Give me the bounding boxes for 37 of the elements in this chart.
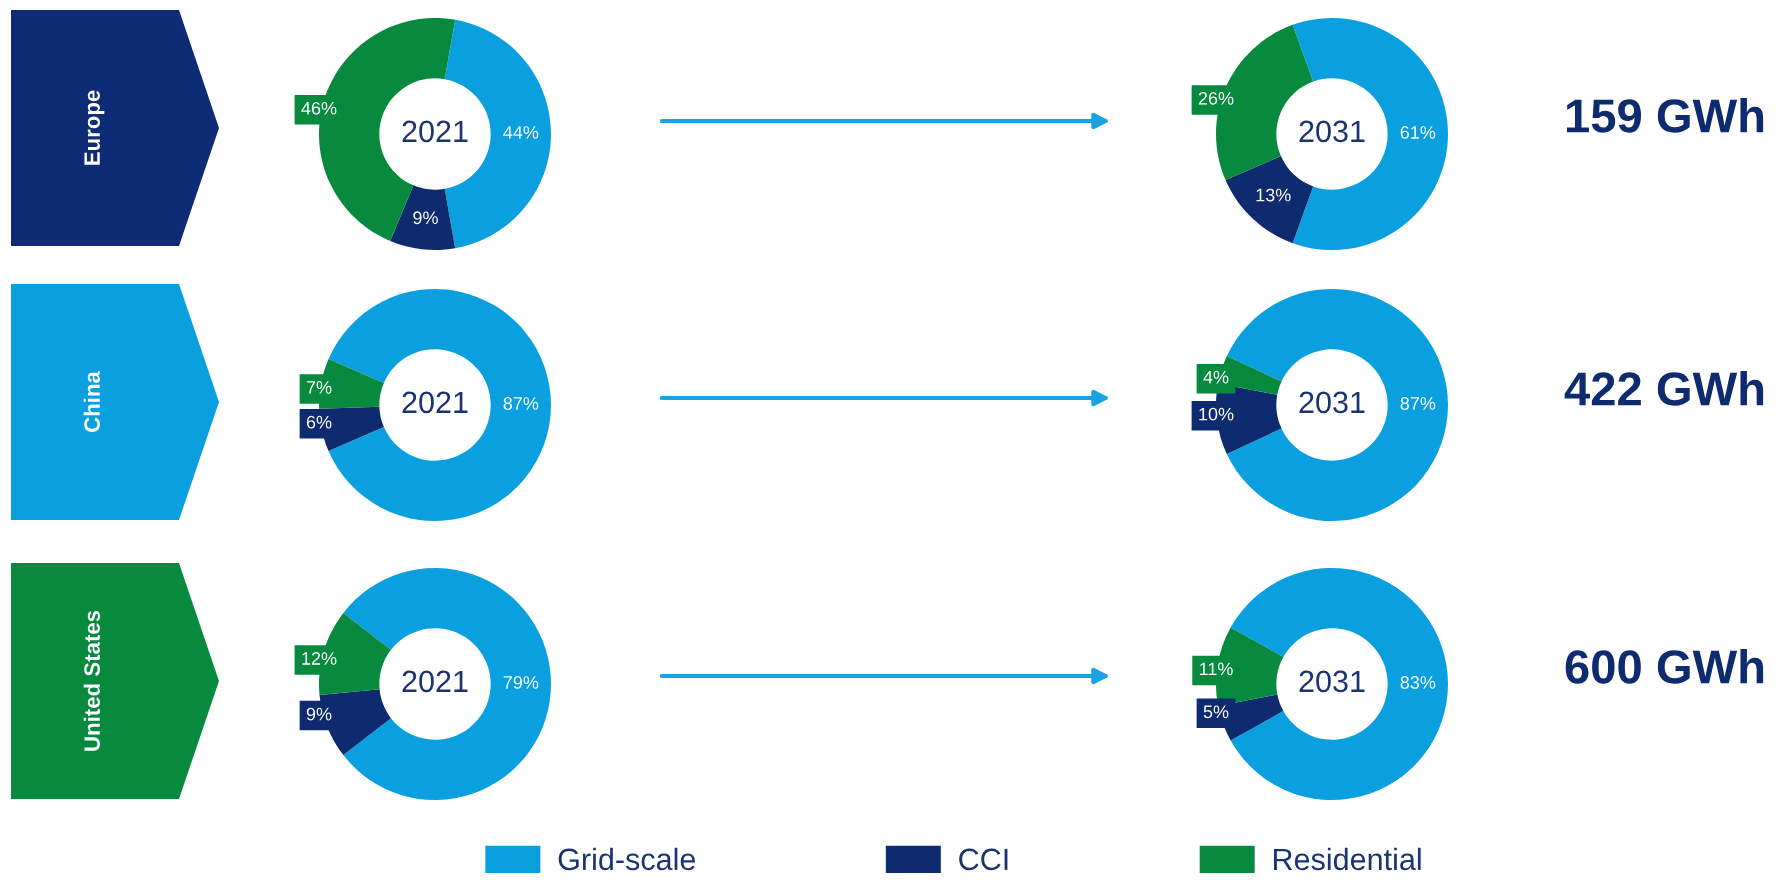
text: Europe: [84, 90, 105, 165]
text: 2031: [1299, 670, 1365, 693]
data-label: 44%: [503, 126, 539, 139]
text: 2031: [1299, 391, 1365, 414]
donut-slice: [1225, 156, 1314, 244]
text: 159 GWh: [1566, 97, 1764, 133]
data-label: 7%: [306, 381, 332, 394]
data-label: 26%: [1198, 91, 1234, 105]
legend-label: Residential: [1274, 847, 1421, 871]
data-label: 87%: [503, 397, 539, 410]
text: China: [83, 370, 100, 432]
donut-slice: [1292, 18, 1448, 250]
data-label: 4%: [1203, 370, 1229, 384]
donut-slice: [390, 185, 456, 250]
data-label: 10%: [1199, 407, 1234, 421]
text: 2021: [402, 670, 468, 693]
data-label: 83%: [1400, 676, 1436, 689]
data-label: 5%: [1203, 705, 1229, 719]
data-label: 46%: [301, 101, 337, 115]
legend-label: Grid-scale: [558, 847, 696, 871]
data-label: 9%: [413, 211, 438, 225]
text: 2021: [402, 391, 468, 414]
data-label: 12%: [302, 652, 337, 665]
data-label: 87%: [1400, 397, 1436, 410]
data-label: 9%: [306, 707, 332, 721]
donut-slice: [343, 568, 551, 800]
text: 2021: [402, 120, 468, 143]
data-label: 11%: [1199, 662, 1233, 676]
data-label: 13%: [1256, 188, 1291, 202]
data-label: 61%: [1400, 126, 1436, 139]
text: 2031: [1299, 120, 1365, 143]
data-label: 6%: [306, 415, 332, 429]
text: United States: [83, 610, 100, 751]
text: 422 GWh: [1564, 370, 1764, 406]
data-label: 79%: [503, 676, 539, 689]
legend-label: CCI: [959, 848, 1008, 871]
text: 600 GWh: [1565, 648, 1764, 684]
